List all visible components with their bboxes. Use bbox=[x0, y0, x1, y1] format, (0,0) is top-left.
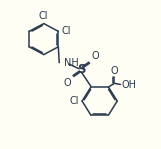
Text: O: O bbox=[91, 51, 99, 61]
Text: S: S bbox=[77, 63, 85, 76]
Text: OH: OH bbox=[122, 80, 137, 90]
Text: Cl: Cl bbox=[38, 11, 48, 21]
Text: NH: NH bbox=[64, 58, 79, 68]
Text: O: O bbox=[63, 78, 71, 88]
Text: Cl: Cl bbox=[70, 96, 79, 106]
Text: Cl: Cl bbox=[61, 26, 71, 36]
Text: O: O bbox=[111, 66, 118, 76]
